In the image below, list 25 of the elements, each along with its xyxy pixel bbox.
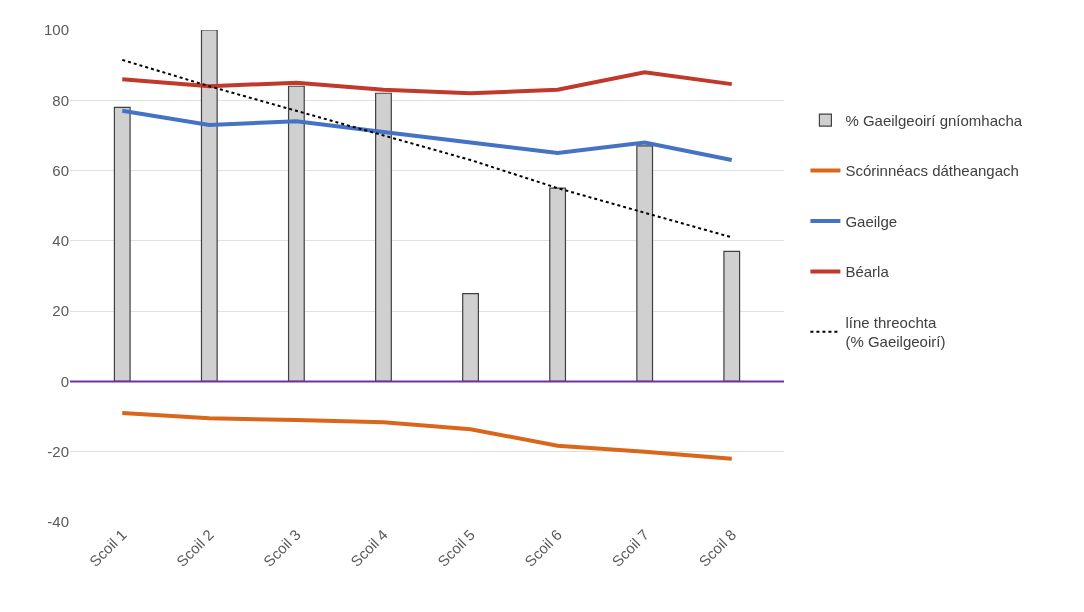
legend-label: líne threochta (% Gaeilgeoirí) (845, 313, 946, 351)
bar (375, 92, 392, 383)
line-series (121, 58, 733, 239)
line-series (120, 70, 734, 96)
legend-label: Gaeilge (845, 212, 898, 230)
bar (462, 292, 479, 383)
line-series (120, 108, 734, 163)
y-tick-label: 0 (60, 372, 69, 390)
y-tick-label: 80 (52, 91, 69, 109)
legend-label: % Gaeilgeoirí gníomhacha (845, 111, 1023, 129)
line-series (120, 411, 734, 461)
bar (549, 187, 567, 383)
y-tick-label: -20 (47, 442, 69, 460)
bar (113, 106, 131, 383)
bar (636, 145, 654, 383)
bar (723, 250, 741, 383)
bar (287, 85, 305, 383)
bar (200, 30, 218, 383)
legend-label: Béarla (845, 263, 890, 281)
y-tick-label: 40 (52, 232, 69, 250)
y-tick-label: 20 (52, 302, 69, 320)
y-tick-label: -40 (47, 513, 69, 531)
y-tick-label: 60 (52, 161, 69, 179)
legend-label: Scórinnéacs dátheangach (845, 162, 1019, 180)
y-tick-label: 100 (43, 21, 69, 39)
